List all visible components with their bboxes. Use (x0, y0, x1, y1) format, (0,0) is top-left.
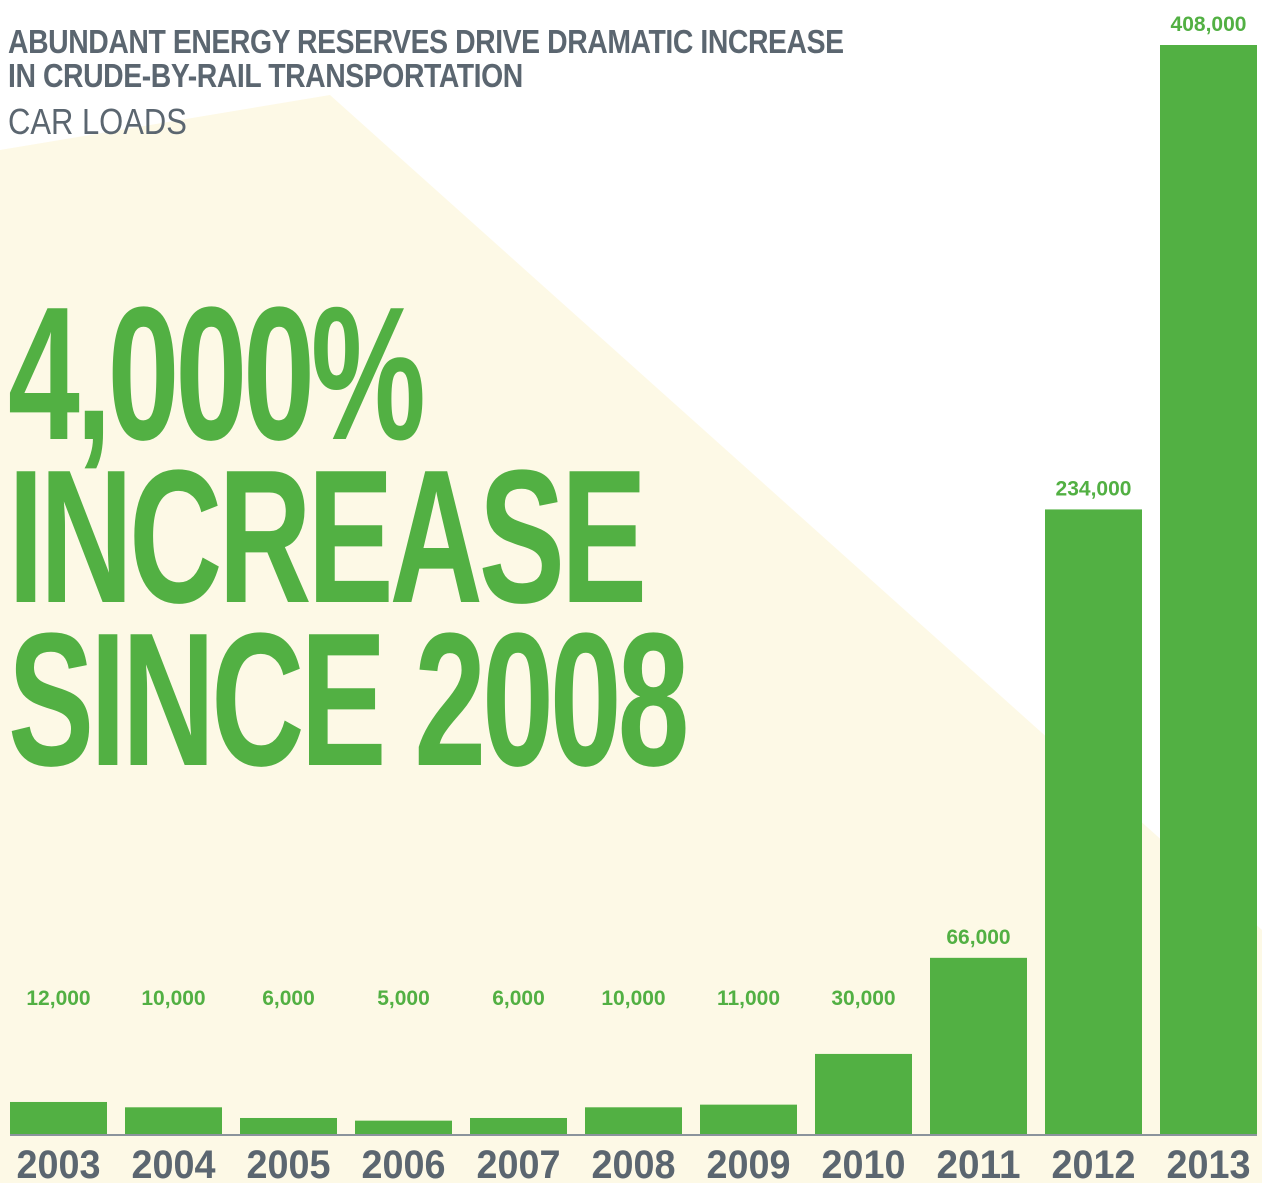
bar-2007 (470, 1117, 567, 1134)
bar-2008 (585, 1107, 682, 1134)
year-label-2003: 2003 (17, 1143, 101, 1183)
bar-2003 (10, 1101, 107, 1134)
year-label-2008: 2008 (592, 1143, 676, 1183)
value-label-2009: 11,000 (717, 987, 780, 1010)
background-beam-shape (0, 95, 1262, 1183)
chart-title-line-1: ABUNDANT ENERGY RESERVES DRIVE DRAMATIC … (8, 23, 844, 60)
value-label-2010: 30,000 (831, 987, 895, 1010)
bar-2005 (240, 1117, 337, 1134)
value-label-2005: 6,000 (262, 987, 315, 1010)
bar-2012 (1045, 509, 1142, 1134)
value-label-2006: 5,000 (377, 987, 430, 1010)
chart-title-line-2: IN CRUDE-BY-RAIL TRANSPORTATION (8, 57, 523, 94)
value-label-2004: 10,000 (141, 987, 205, 1010)
year-label-2010: 2010 (822, 1143, 906, 1183)
headline-increase: INCREASE (8, 431, 647, 643)
bar-2010 (815, 1053, 912, 1134)
bar-2009 (700, 1104, 797, 1134)
bar-2011 (930, 957, 1027, 1134)
chart-subtitle: CAR LOADS (8, 101, 187, 142)
year-label-2012: 2012 (1052, 1143, 1136, 1183)
value-label-2007: 6,000 (492, 987, 545, 1010)
value-label-2011: 66,000 (946, 926, 1010, 949)
bar-2006 (355, 1120, 452, 1134)
background-beam-column (0, 150, 292, 1183)
year-label-2006: 2006 (362, 1143, 446, 1183)
value-label-2012: 234,000 (1056, 477, 1132, 500)
year-label-2013: 2013 (1167, 1143, 1251, 1183)
headline-percent: 4,000% (8, 268, 426, 480)
value-label-2003: 12,000 (26, 987, 90, 1010)
value-label-2013: 408,000 (1171, 13, 1247, 36)
year-label-2004: 2004 (132, 1143, 217, 1183)
year-label-2009: 2009 (707, 1143, 791, 1183)
bar-2004 (125, 1107, 222, 1134)
value-label-2008: 10,000 (601, 987, 665, 1010)
year-label-2005: 2005 (247, 1143, 331, 1183)
headline-since-year: SINCE 2008 (8, 594, 689, 806)
bar-2013 (1160, 45, 1257, 1134)
year-label-2007: 2007 (477, 1143, 561, 1183)
year-label-2011: 2011 (937, 1143, 1021, 1183)
